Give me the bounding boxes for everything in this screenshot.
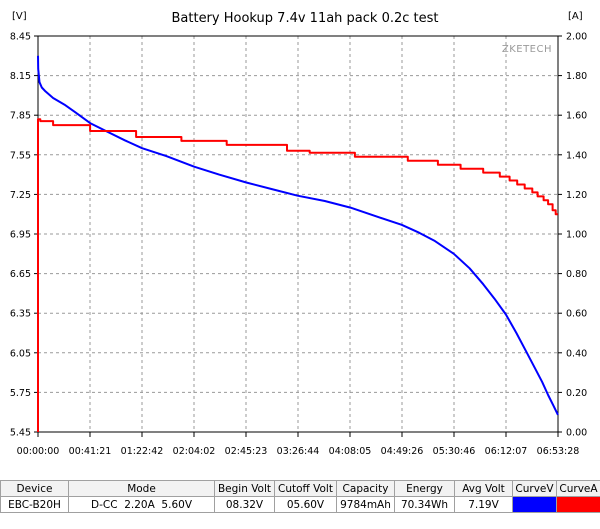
y-left-tick-label: 7.25 bbox=[10, 190, 31, 201]
curve-a-color-swatch[interactable] bbox=[556, 496, 600, 513]
x-tick-label: 01:22:42 bbox=[121, 446, 164, 457]
header-avg-volt: Avg Volt bbox=[454, 480, 513, 497]
x-tick-label: 05:30:46 bbox=[433, 446, 476, 457]
y-left-tick-label: 8.45 bbox=[10, 32, 31, 43]
y-right-tick-label: 0.20 bbox=[566, 388, 587, 399]
series-line-curvea bbox=[37, 118, 558, 432]
header-energy: Energy bbox=[394, 480, 455, 497]
series-line-curvev bbox=[37, 55, 559, 416]
value-energy: 70.34Wh bbox=[394, 496, 455, 513]
x-tick-label: 00:00:00 bbox=[17, 446, 60, 457]
y-right-tick-label: 0.60 bbox=[566, 309, 587, 320]
grid-lines bbox=[38, 36, 558, 432]
y-right-tick-label: 1.20 bbox=[566, 190, 587, 201]
y-left-tick-label: 5.75 bbox=[10, 388, 31, 399]
value-begin-volt: 08.32V bbox=[214, 496, 275, 513]
header-cutoff-volt: Cutoff Volt bbox=[274, 480, 337, 497]
header-mode: Mode bbox=[68, 480, 215, 497]
x-tick-label: 02:45:23 bbox=[225, 446, 268, 457]
table-value-row: EBC-B20H D-CC 2.20A 5.60V 08.32V 05.60V … bbox=[0, 496, 600, 513]
x-tick-label: 04:49:26 bbox=[381, 446, 424, 457]
y-right-tick-label: 2.00 bbox=[566, 32, 587, 43]
header-device: Device bbox=[0, 480, 69, 497]
value-cutoff-volt: 05.60V bbox=[274, 496, 337, 513]
y-left-tick-label: 6.05 bbox=[10, 348, 31, 359]
header-begin-volt: Begin Volt bbox=[214, 480, 275, 497]
y-right-tick-label: 0.80 bbox=[566, 269, 587, 280]
value-mode: D-CC 2.20A 5.60V bbox=[68, 496, 215, 513]
right-axis-unit: [A] bbox=[568, 11, 583, 22]
x-tick-label: 02:04:02 bbox=[173, 446, 216, 457]
info-table: Device Mode Begin Volt Cutoff Volt Capac… bbox=[0, 480, 600, 513]
curve-v-color-swatch[interactable] bbox=[512, 496, 557, 513]
value-avg-volt: 7.19V bbox=[454, 496, 513, 513]
watermark: ZKETECH bbox=[502, 44, 552, 55]
header-curve-a: CurveA bbox=[556, 480, 600, 497]
y-right-tick-label: 1.80 bbox=[566, 71, 587, 82]
y-left-tick-label: 8.15 bbox=[10, 71, 31, 82]
x-tick-label: 04:08:05 bbox=[329, 446, 372, 457]
table-header-row: Device Mode Begin Volt Cutoff Volt Capac… bbox=[0, 480, 600, 497]
series-layer bbox=[37, 55, 559, 432]
y-right-tick-label: 1.40 bbox=[566, 150, 587, 161]
y-left-tick-label: 7.85 bbox=[10, 111, 31, 122]
header-capacity: Capacity bbox=[336, 480, 395, 497]
y-right-tick-label: 0.00 bbox=[566, 428, 587, 439]
chart-title: Battery Hookup 7.4v 11ah pack 0.2c test bbox=[171, 11, 438, 26]
x-tick-label: 03:26:44 bbox=[277, 446, 320, 457]
x-tick-label: 06:12:07 bbox=[485, 446, 528, 457]
y-left-tick-label: 6.35 bbox=[10, 309, 31, 320]
y-left-tick-label: 6.65 bbox=[10, 269, 31, 280]
y-right-tick-label: 1.60 bbox=[566, 111, 587, 122]
value-capacity: 9784mAh bbox=[336, 496, 395, 513]
x-tick-label: 00:41:21 bbox=[69, 446, 112, 457]
left-axis-unit: [V] bbox=[12, 11, 27, 22]
y-left-tick-label: 7.55 bbox=[10, 150, 31, 161]
chart: Battery Hookup 7.4v 11ah pack 0.2c test … bbox=[10, 11, 587, 458]
x-tick-label: 06:53:28 bbox=[537, 446, 580, 457]
y-left-tick-label: 6.95 bbox=[10, 230, 31, 241]
y-right-tick-label: 1.00 bbox=[566, 230, 587, 241]
value-device: EBC-B20H bbox=[0, 496, 69, 513]
y-left-tick-label: 5.45 bbox=[10, 428, 31, 439]
axis-ticks: 8.45 2.00 8.15 1.80 7.85 1.60 7.55 1.40 7.25 1.20… bbox=[10, 32, 587, 458]
header-curve-v: CurveV bbox=[512, 480, 557, 497]
y-right-tick-label: 0.40 bbox=[566, 348, 587, 359]
